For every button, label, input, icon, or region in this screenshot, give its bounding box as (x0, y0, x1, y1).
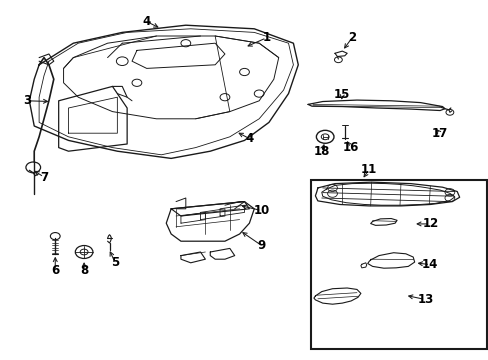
Text: 10: 10 (253, 204, 269, 217)
Text: 12: 12 (421, 217, 438, 230)
Text: 13: 13 (416, 293, 433, 306)
Text: 3: 3 (23, 94, 31, 107)
Text: 4: 4 (142, 15, 150, 28)
Text: 11: 11 (360, 163, 377, 176)
Text: 6: 6 (51, 264, 59, 277)
Text: 16: 16 (342, 141, 359, 154)
Text: 4: 4 (245, 132, 253, 145)
Text: 2: 2 (347, 31, 355, 44)
Text: 5: 5 (111, 256, 119, 269)
Bar (310, 180, 486, 349)
Text: 9: 9 (257, 239, 265, 252)
Text: 17: 17 (431, 127, 447, 140)
Text: 7: 7 (40, 171, 48, 184)
Text: 14: 14 (421, 258, 438, 271)
Text: 1: 1 (262, 31, 270, 44)
Text: 18: 18 (313, 145, 329, 158)
Text: 8: 8 (80, 264, 88, 277)
Text: 15: 15 (333, 88, 350, 101)
